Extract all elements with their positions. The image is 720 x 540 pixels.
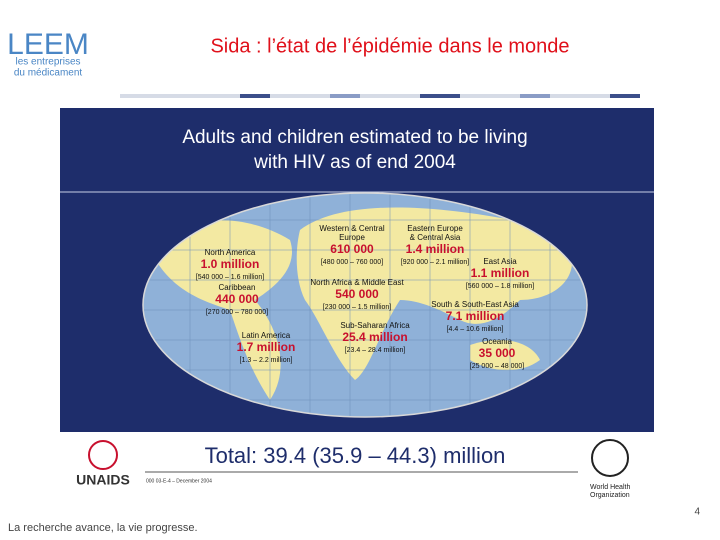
- code: 000 03-E-4 – December 2004: [146, 478, 212, 484]
- region-name: Oceania: [482, 337, 512, 346]
- region-range: [270 000 – 780 000]: [206, 309, 268, 316]
- slide-title: Sida : l’état de l’épidémie dans le mond…: [210, 35, 569, 57]
- region-name: East Asia: [483, 257, 517, 266]
- region-value: 35 000: [479, 346, 516, 360]
- logo-tagline: les entreprises: [15, 57, 80, 68]
- region-name: & Central Asia: [410, 233, 461, 242]
- region-range: [25 000 – 48 000]: [470, 363, 525, 370]
- region-range: [480 000 – 760 000]: [321, 259, 383, 266]
- region-range: [23.4 – 28.4 million]: [345, 347, 406, 354]
- region-value: 540 000: [335, 287, 379, 301]
- region-value: 25.4 million: [342, 330, 407, 344]
- region-range: [920 000 – 2.1 million]: [401, 259, 470, 266]
- world-map: [143, 193, 587, 417]
- logo-tagline: du médicament: [14, 68, 83, 79]
- region-value: 1.0 million: [201, 257, 260, 271]
- unaids-emblem: [88, 440, 118, 470]
- logo: LEEM: [7, 28, 89, 61]
- who-name: Organization: [590, 492, 630, 499]
- region-value: 7.1 million: [446, 309, 505, 323]
- region-range: [1.3 – 2.2 million]: [240, 357, 293, 364]
- region-name: North Africa & Middle East: [310, 278, 404, 287]
- who-name: World Health: [590, 484, 630, 491]
- panel-heading: with HIV as of end 2004: [253, 152, 456, 173]
- region-range: [230 000 – 1.5 million]: [323, 304, 392, 311]
- region-name: South & South-East Asia: [431, 300, 519, 309]
- region-name: Western & Central: [319, 224, 384, 233]
- region-name: Eastern Europe: [407, 224, 463, 233]
- page-number: 4: [694, 507, 700, 518]
- region-name: Europe: [339, 233, 365, 242]
- region-name: Sub-Saharan Africa: [340, 321, 410, 330]
- region-name: Caribbean: [219, 283, 256, 292]
- region-range: [540 000 – 1.6 million]: [196, 274, 265, 281]
- region-value: 440 000: [215, 292, 259, 306]
- panel-heading: Adults and children estimated to be livi…: [182, 127, 527, 148]
- region-value: 1.4 million: [406, 242, 465, 256]
- region-name: North America: [205, 248, 256, 257]
- region-range: [4.4 – 10.6 million]: [447, 326, 504, 333]
- total: Total: 39.4 (35.9 – 44.3) million: [205, 443, 506, 468]
- region-name: Latin America: [242, 331, 291, 340]
- decor-bar: [120, 94, 640, 98]
- slogan: La recherche avance, la vie progresse.: [8, 522, 198, 534]
- region-value: 610 000: [330, 242, 374, 256]
- region-value: 1.7 million: [237, 340, 296, 354]
- who-emblem: [591, 439, 629, 477]
- unaids-logo: UNAIDS: [76, 472, 130, 488]
- panel-foot: [60, 432, 654, 438]
- globe-outline: [142, 192, 588, 418]
- region-value: 1.1 million: [471, 266, 530, 280]
- region-range: [560 000 – 1.8 million]: [466, 283, 535, 290]
